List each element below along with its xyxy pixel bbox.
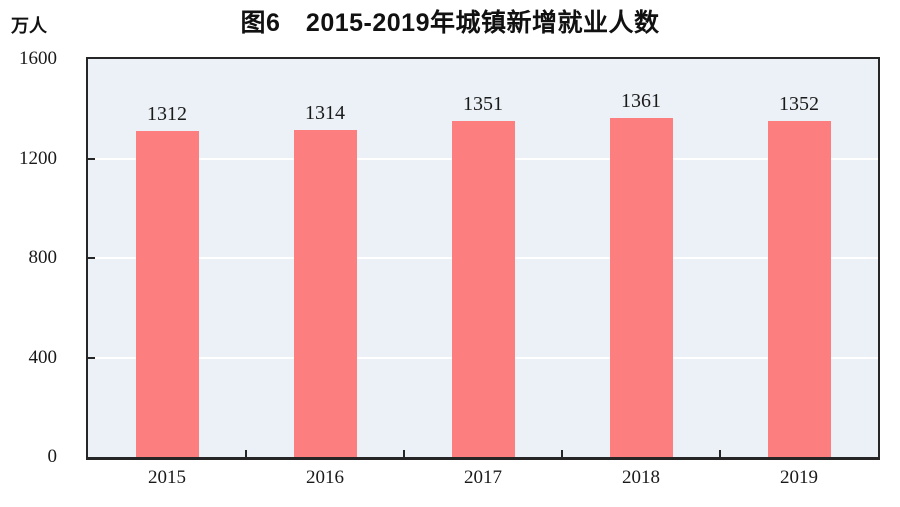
bar-value-label: 1361	[621, 90, 661, 113]
x-axis-tick	[561, 450, 563, 457]
y-tick-label: 800	[28, 247, 58, 268]
bar-2019	[767, 120, 831, 457]
plot-area: 1312 1314 1351 1361 1352	[86, 57, 880, 460]
bar-value-label: 1351	[463, 92, 503, 115]
bar-2016	[293, 130, 357, 457]
y-tick-label: 400	[28, 346, 58, 368]
y-tick-label: 1200	[19, 147, 57, 169]
x-tick-label: 2017	[464, 467, 502, 488]
bar-2018	[609, 118, 673, 457]
bar-value-label: 1352	[779, 92, 819, 115]
x-axis-tick	[719, 450, 721, 457]
y-axis-tick	[88, 356, 95, 359]
y-axis-tick	[88, 157, 95, 160]
y-axis-unit-label: 万人	[11, 16, 47, 36]
y-tick-label: 0	[47, 446, 58, 467]
chart-title: 图6 2015-2019年城镇新增就业人数	[240, 9, 660, 37]
y-tick-label: 1600	[19, 48, 57, 69]
bar-2015	[135, 130, 199, 457]
x-axis-tick	[403, 450, 405, 457]
x-tick-label: 2019	[780, 467, 818, 488]
x-tick-label: 2015	[148, 467, 186, 488]
bar-value-label: 1314	[305, 102, 345, 125]
y-axis-tick	[88, 257, 95, 259]
x-tick-label: 2016	[306, 467, 344, 488]
bar-value-label: 1312	[147, 102, 187, 125]
x-tick-label: 2018	[622, 467, 660, 488]
x-axis-tick	[245, 450, 247, 457]
bar-2017	[451, 120, 515, 457]
